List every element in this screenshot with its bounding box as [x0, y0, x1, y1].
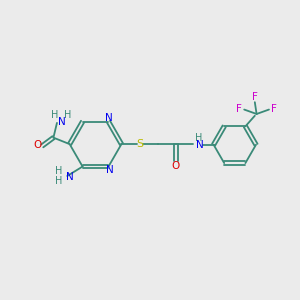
Text: H: H: [195, 133, 202, 143]
Text: O: O: [172, 161, 180, 172]
Text: N: N: [66, 172, 74, 182]
Text: F: F: [252, 92, 258, 102]
Text: N: N: [105, 112, 113, 122]
Text: F: F: [271, 104, 277, 114]
Text: S: S: [136, 139, 143, 149]
Text: H: H: [55, 166, 63, 176]
Text: O: O: [33, 140, 41, 150]
Text: N: N: [58, 117, 66, 127]
Text: H: H: [51, 110, 58, 120]
Text: H: H: [64, 110, 72, 120]
Text: N: N: [106, 165, 114, 176]
Text: H: H: [55, 176, 63, 186]
Text: F: F: [236, 104, 242, 114]
Text: N: N: [196, 140, 204, 150]
